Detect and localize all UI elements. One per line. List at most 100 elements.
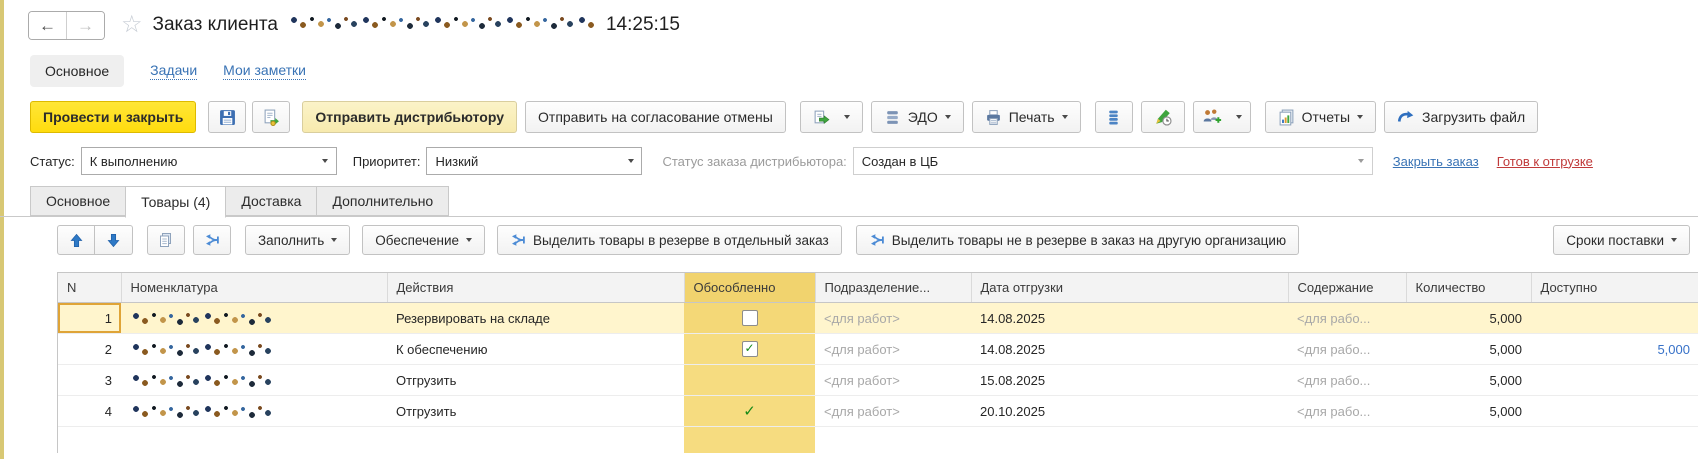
cell-department[interactable]: <для работ>: [815, 333, 971, 365]
add-users-icon: [1202, 108, 1222, 126]
split-not-reserved-button[interactable]: Выделить товары не в резерве в заказ на …: [855, 225, 1300, 255]
cell-nomenclature[interactable]: [121, 395, 387, 427]
cell-n[interactable]: 3: [58, 364, 121, 396]
distributor-status-select[interactable]: Создан в ЦБ: [852, 147, 1373, 175]
chevron-down-icon: [1358, 159, 1365, 163]
cell-quantity[interactable]: 5,000: [1406, 302, 1531, 334]
cell-available[interactable]: 5,000: [1531, 333, 1698, 365]
column-header-department[interactable]: Подразделение...: [815, 273, 972, 303]
status-select[interactable]: К выполнению: [80, 147, 337, 175]
distributor-status-label: Статус заказа дистрибьютора:: [662, 153, 847, 169]
cell-content[interactable]: <для рабо...: [1288, 395, 1406, 427]
cell-content[interactable]: <для рабо...: [1288, 364, 1406, 396]
edo-label: ЭДО: [907, 109, 938, 125]
split-reserved-button[interactable]: Выделить товары в резерве в отдельный за…: [497, 225, 842, 255]
nav-tab-main[interactable]: Основное: [30, 55, 125, 87]
reports-button[interactable]: Отчеты: [1264, 101, 1377, 133]
cell-department[interactable]: <для работ>: [815, 364, 971, 396]
table-row[interactable]: 4 Отгрузить ✓ <для работ> 20.10.2025 <дл…: [58, 395, 1698, 427]
close-order-link[interactable]: Закрыть заказ: [1392, 153, 1479, 169]
fill-dropdown-button[interactable]: Заполнить: [245, 225, 351, 255]
chevron-down-icon: [322, 159, 329, 163]
cell-available[interactable]: [1531, 364, 1698, 396]
nav-tab-notes[interactable]: Мои заметки: [223, 62, 306, 80]
structure-button[interactable]: [1094, 101, 1133, 133]
column-header-available[interactable]: Доступно: [1531, 273, 1698, 303]
ready-to-ship-link[interactable]: Готов к отгрузке: [1496, 153, 1593, 169]
cell-n[interactable]: 2: [58, 333, 121, 365]
column-header-ship-date[interactable]: Дата отгрузки: [971, 273, 1289, 303]
post-document-button[interactable]: [252, 101, 291, 133]
table-row[interactable]: 2 К обеспечению ✓ <для работ> 14.08.2025…: [58, 333, 1698, 365]
back-button[interactable]: ←: [29, 11, 66, 39]
column-header-actions[interactable]: Действия: [387, 273, 685, 303]
cell-content[interactable]: <для рабо...: [1288, 302, 1406, 334]
distributor-status-dropdown-button[interactable]: [1351, 148, 1372, 174]
cell-action[interactable]: Резервировать на складе: [387, 302, 684, 334]
filler-cell: [58, 427, 121, 453]
cell-nomenclature[interactable]: [121, 302, 387, 334]
tab-extra[interactable]: Дополнительно: [316, 186, 450, 216]
cell-available[interactable]: [1531, 302, 1698, 334]
cell-action[interactable]: Отгрузить: [387, 364, 684, 396]
column-header-quantity[interactable]: Количество: [1406, 273, 1532, 303]
cell-n[interactable]: 1: [58, 302, 121, 334]
cell-nomenclature[interactable]: [121, 333, 387, 365]
checkbox-unchecked-icon[interactable]: [741, 310, 758, 327]
move-up-button[interactable]: [57, 225, 95, 255]
cell-quantity[interactable]: 5,000: [1406, 333, 1531, 365]
titlebar: ← → ☆ Заказ клиента 14:25:15: [28, 8, 1698, 42]
cell-ship-date[interactable]: 14.08.2025: [971, 333, 1288, 365]
provision-dropdown-button[interactable]: Обеспечение: [362, 225, 486, 255]
cell-separate-checkbox[interactable]: [684, 302, 815, 334]
column-header-separate[interactable]: Обособленно: [684, 273, 816, 303]
table-row[interactable]: 1 Резервировать на складе <для работ> 14…: [58, 302, 1698, 334]
save-button[interactable]: [208, 101, 247, 133]
cell-separate-checkbox[interactable]: [684, 364, 815, 396]
copy-create-dropdown-button[interactable]: [799, 101, 863, 133]
tab-main[interactable]: Основное: [30, 186, 126, 216]
table-row[interactable]: 3 Отгрузить <для работ> 15.08.2025 <для …: [58, 364, 1698, 396]
post-and-close-button[interactable]: Провести и закрыть: [30, 101, 197, 133]
tab-goods[interactable]: Товары (4): [125, 186, 227, 218]
cell-nomenclature[interactable]: [121, 364, 387, 396]
edo-button[interactable]: ЭДО: [870, 101, 964, 133]
cell-ship-date[interactable]: 14.08.2025: [971, 302, 1288, 334]
send-cancel-approval-button[interactable]: Отправить на согласование отмены: [525, 101, 786, 133]
load-file-button[interactable]: Загрузить файл: [1384, 101, 1539, 133]
cell-n[interactable]: 4: [58, 395, 121, 427]
tab-delivery[interactable]: Доставка: [226, 186, 317, 216]
cell-action[interactable]: Отгрузить: [387, 395, 684, 427]
column-header-nomenclature[interactable]: Номенклатура: [121, 273, 388, 303]
nav-tab-tasks[interactable]: Задачи: [150, 62, 198, 80]
copy-row-button[interactable]: [147, 225, 185, 255]
cell-quantity[interactable]: 5,000: [1406, 395, 1531, 427]
send-distributor-button[interactable]: Отправить дистрибьютору: [302, 101, 518, 133]
edit-history-button[interactable]: [1140, 101, 1185, 133]
delivery-terms-dropdown-button[interactable]: Сроки поставки: [1553, 225, 1690, 255]
checkbox-checked-icon[interactable]: ✓: [741, 341, 758, 358]
cell-department[interactable]: <для работ>: [815, 302, 971, 334]
cell-action[interactable]: К обеспечению: [387, 333, 684, 365]
cell-separate-checkbox[interactable]: ✓: [684, 395, 815, 427]
cell-quantity[interactable]: 5,000: [1406, 364, 1531, 396]
column-header-n[interactable]: N: [58, 273, 122, 303]
split-rows-button[interactable]: [193, 225, 231, 255]
print-button[interactable]: Печать: [971, 101, 1081, 133]
column-header-content[interactable]: Содержание: [1288, 273, 1407, 303]
add-users-dropdown-button[interactable]: [1192, 101, 1251, 133]
stack-icon: [1105, 109, 1122, 126]
status-dropdown-button[interactable]: [315, 148, 336, 174]
forward-button[interactable]: →: [66, 11, 104, 39]
cell-department[interactable]: <для работ>: [815, 395, 971, 427]
cell-content[interactable]: <для рабо...: [1288, 333, 1406, 365]
move-down-button[interactable]: [95, 225, 133, 255]
priority-select[interactable]: Низкий: [426, 147, 643, 175]
cell-ship-date[interactable]: 15.08.2025: [971, 364, 1288, 396]
cell-separate-checkbox[interactable]: ✓: [684, 333, 815, 365]
cell-available[interactable]: [1531, 395, 1698, 427]
priority-dropdown-button[interactable]: [620, 148, 641, 174]
favorite-star-icon[interactable]: ☆: [121, 11, 143, 38]
filler-cell: [387, 427, 684, 453]
cell-ship-date[interactable]: 20.10.2025: [971, 395, 1288, 427]
